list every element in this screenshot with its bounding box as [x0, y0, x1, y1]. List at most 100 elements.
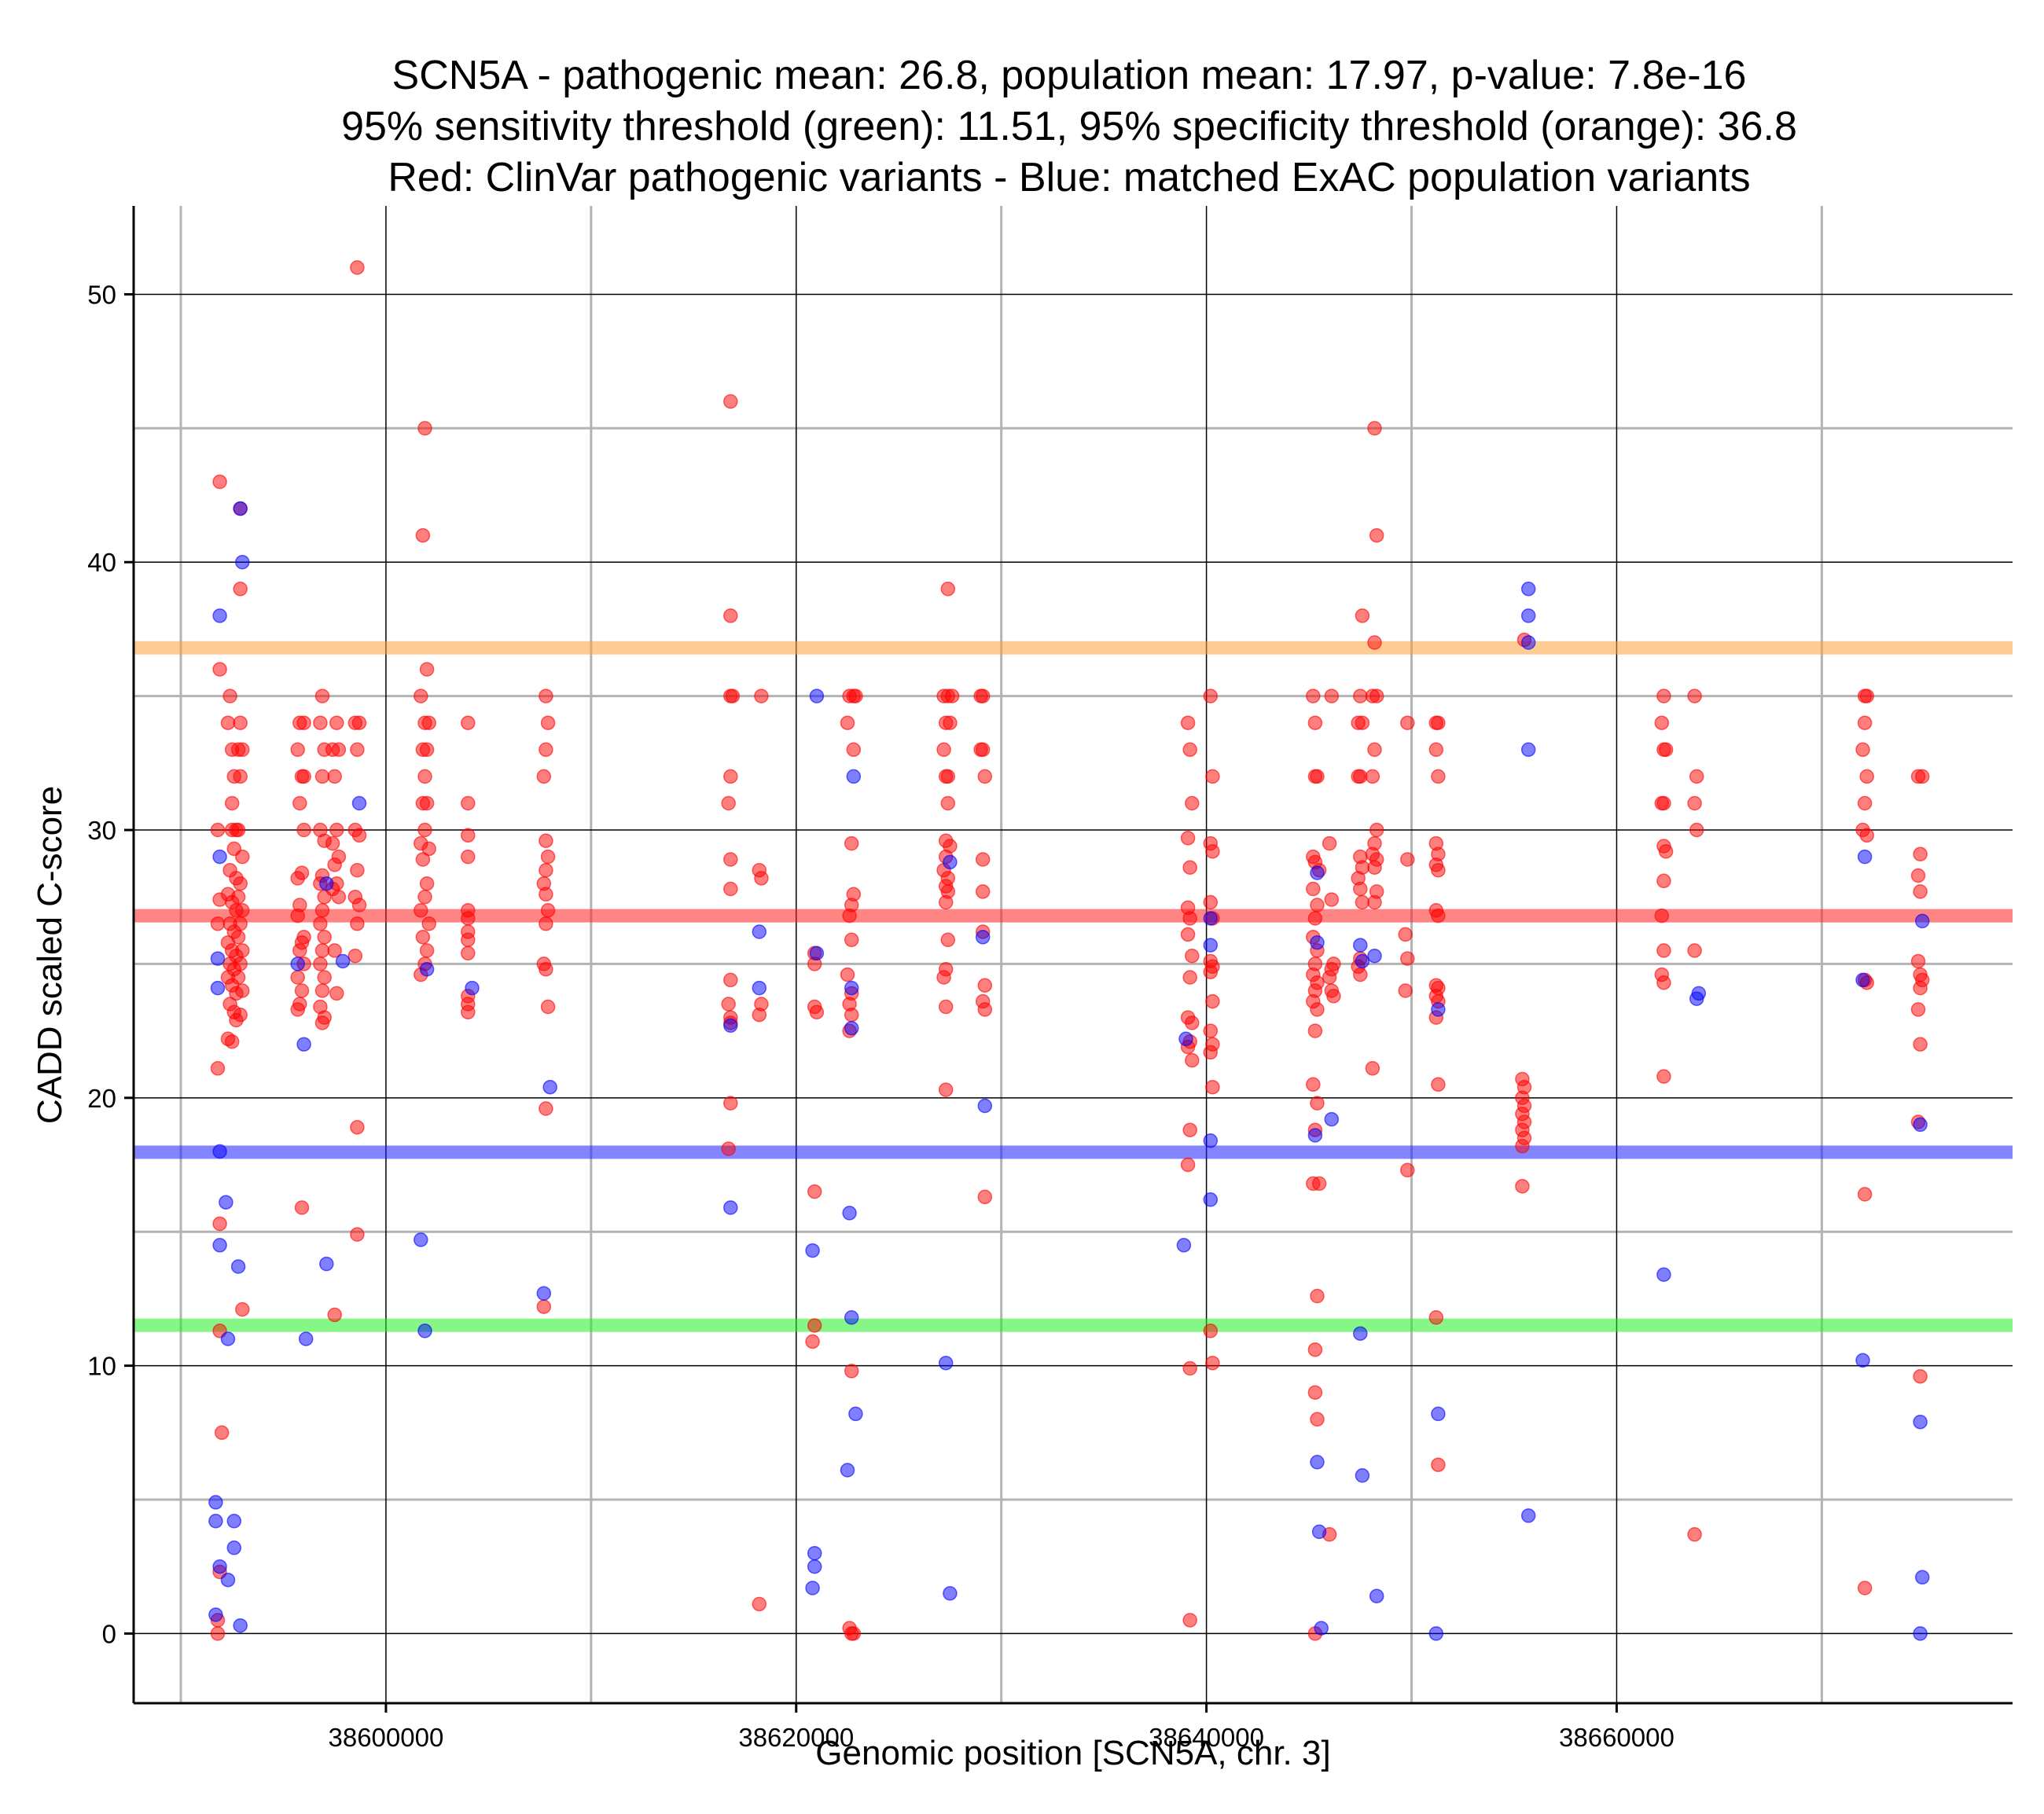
pathogenic-point [1203, 689, 1219, 703]
pathogenic-point [461, 1004, 476, 1020]
pathogenic-point [940, 582, 956, 597]
pathogenic-point [317, 970, 332, 985]
pathogenic-point [461, 946, 476, 961]
pathogenic-point [1205, 769, 1220, 784]
population-point [212, 608, 227, 623]
pathogenic-point [540, 715, 556, 730]
pathogenic-point [1182, 1613, 1197, 1628]
pathogenic-point [1913, 884, 1928, 899]
y-axis-ticks: 0 10 20 30 40 50 [87, 280, 134, 1648]
pathogenic-point [1431, 769, 1446, 784]
pathogenic-point [975, 884, 991, 899]
pathogenic-point [1369, 527, 1384, 543]
pathogenic-point [233, 916, 248, 931]
pathogenic-point [940, 795, 956, 811]
pathogenic-point [294, 865, 310, 880]
pathogenic-point [419, 876, 435, 891]
pathogenic-point [351, 828, 367, 843]
pathogenic-point [329, 822, 344, 838]
pathogenic-point [1307, 911, 1323, 926]
pathogenic-point [1182, 911, 1197, 926]
population-point [1203, 911, 1219, 926]
pathogenic-point [314, 943, 330, 958]
pathogenic-point [842, 1621, 857, 1636]
pathogenic-point [327, 943, 342, 958]
pathogenic-point [210, 1061, 226, 1076]
pathogenic-point [1180, 715, 1196, 730]
population-point [809, 689, 825, 703]
population-point [1656, 1267, 1671, 1282]
pathogenic-point [1205, 993, 1220, 1009]
pathogenic-point [536, 769, 552, 784]
chart-title-line-1: SCN5A - pathogenic mean: 26.8, populatio… [392, 53, 1747, 98]
pathogenic-point [1355, 608, 1370, 623]
pathogenic-point [1205, 1079, 1220, 1095]
pathogenic-point [539, 742, 553, 758]
pathogenic-point [1182, 970, 1197, 985]
population-point [805, 1243, 820, 1258]
pathogenic-point [415, 852, 431, 867]
population-point [220, 1572, 236, 1588]
population-point [230, 1259, 246, 1274]
pathogenic-point [539, 961, 553, 977]
population-point [212, 849, 227, 865]
pathogenic-point [417, 822, 432, 838]
pathogenic-point [1515, 1138, 1530, 1154]
pathogenic-point [350, 260, 365, 275]
population-point [220, 1331, 236, 1346]
pathogenic-point [840, 715, 855, 730]
pathogenic-point [1400, 951, 1415, 966]
pathogenic-point [1913, 846, 1928, 861]
pathogenic-point [752, 1007, 767, 1023]
pathogenic-point [975, 852, 991, 867]
minor-grid [134, 206, 2013, 1703]
pathogenic-point [1398, 927, 1413, 942]
pathogenic-point [313, 916, 328, 931]
pathogenic-point [1913, 1037, 1928, 1052]
population-point [233, 501, 248, 516]
population-point [840, 1463, 855, 1478]
pathogenic-point [233, 876, 248, 891]
population-point [1431, 1406, 1446, 1422]
pathogenic-point [840, 967, 855, 982]
population-point [842, 1206, 857, 1221]
pathogenic-point [1656, 689, 1671, 703]
pathogenic-point [235, 1302, 250, 1317]
population-point [723, 1200, 738, 1215]
pathogenic-point [1857, 795, 1873, 811]
pathogenic-point [294, 1200, 310, 1215]
population-point [848, 1406, 863, 1422]
pathogenic-point [1400, 1162, 1415, 1178]
population-point [975, 930, 991, 945]
pathogenic-point [848, 689, 863, 703]
pathogenic-point [938, 1082, 954, 1097]
pathogenic-point [723, 881, 738, 897]
y-tick-label: 0 [102, 1619, 116, 1648]
pathogenic-point [754, 689, 769, 703]
pathogenic-point [1515, 1179, 1530, 1194]
pathogenic-point [327, 769, 342, 784]
pathogenic-point [331, 889, 347, 905]
pathogenic-point [1857, 1187, 1873, 1202]
pathogenic-point [1687, 1527, 1702, 1542]
y-axis-title: CADD scaled C-score [31, 786, 69, 1124]
pathogenic-point [805, 1334, 820, 1349]
pathogenic-point [1306, 881, 1321, 897]
pathogenic-point [807, 1318, 822, 1333]
pathogenic-point [294, 983, 310, 998]
x-tick-label: 38660000 [1559, 1723, 1675, 1752]
pathogenic-point [1306, 1176, 1321, 1192]
pathogenic-point [317, 930, 332, 945]
pathogenic-point [210, 822, 226, 838]
pathogenic-point [723, 1096, 738, 1111]
pathogenic-point [351, 898, 367, 913]
pathogenic-point [1431, 1457, 1446, 1472]
pathogenic-point [214, 1425, 230, 1441]
population-point [212, 1238, 227, 1253]
pathogenic-point [1857, 715, 1873, 730]
population-point [542, 1079, 557, 1095]
pathogenic-point [1203, 1023, 1219, 1038]
data-points [208, 260, 1930, 1641]
